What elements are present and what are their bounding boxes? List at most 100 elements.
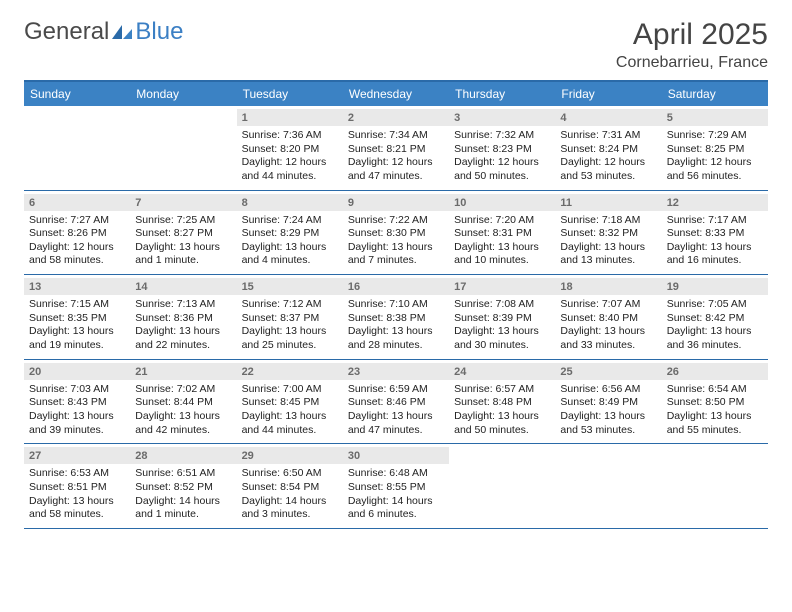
daylight-line: Daylight: 13 hours and 4 minutes. xyxy=(242,241,338,268)
daylight-line: Daylight: 13 hours and 55 minutes. xyxy=(667,410,763,437)
day-number: 6 xyxy=(29,197,35,209)
daynum-band: 21 xyxy=(130,363,236,380)
daylight-line: Daylight: 14 hours and 3 minutes. xyxy=(242,495,338,522)
daylight-line: Daylight: 13 hours and 42 minutes. xyxy=(135,410,231,437)
dow-tuesday: Tuesday xyxy=(237,82,343,106)
day-number: 16 xyxy=(348,281,360,293)
daylight-line: Daylight: 13 hours and 44 minutes. xyxy=(242,410,338,437)
daynum-band: 30 xyxy=(343,447,449,464)
day-cell: 19Sunrise: 7:05 AMSunset: 8:42 PMDayligh… xyxy=(662,275,768,359)
daylight-line: Daylight: 12 hours and 53 minutes. xyxy=(560,156,656,183)
sunrise-line: Sunrise: 7:25 AM xyxy=(135,214,231,228)
day-number: 30 xyxy=(348,450,360,462)
daylight-line: Daylight: 12 hours and 47 minutes. xyxy=(348,156,444,183)
sunrise-line: Sunrise: 6:59 AM xyxy=(348,383,444,397)
daynum-band: 17 xyxy=(449,278,555,295)
day-cell: 29Sunrise: 6:50 AMSunset: 8:54 PMDayligh… xyxy=(237,444,343,528)
sunrise-line: Sunrise: 6:56 AM xyxy=(560,383,656,397)
sunset-line: Sunset: 8:36 PM xyxy=(135,312,231,326)
daylight-line: Daylight: 14 hours and 1 minute. xyxy=(135,495,231,522)
day-cell: 30Sunrise: 6:48 AMSunset: 8:55 PMDayligh… xyxy=(343,444,449,528)
sunrise-line: Sunrise: 7:34 AM xyxy=(348,129,444,143)
sunset-line: Sunset: 8:38 PM xyxy=(348,312,444,326)
day-cell: 26 Sunrise: 6:54 AMSunset: 8:50 PMDayligh… xyxy=(662,360,768,444)
sunset-line: Sunset: 8:50 PM xyxy=(667,396,763,410)
daynum-band: 15 xyxy=(237,278,343,295)
empty-cell xyxy=(130,106,236,190)
sunset-line: Sunset: 8:49 PM xyxy=(560,396,656,410)
dow-sunday: Sunday xyxy=(24,82,130,106)
daynum-band: 25 xyxy=(555,363,661,380)
daynum-band: 9 xyxy=(343,194,449,211)
sunset-line: Sunset: 8:55 PM xyxy=(348,481,444,495)
daylight-line: Daylight: 13 hours and 28 minutes. xyxy=(348,325,444,352)
sunrise-line: Sunrise: 7:03 AM xyxy=(29,383,125,397)
sunrise-line: Sunrise: 7:31 AM xyxy=(560,129,656,143)
sunrise-line: Sunrise: 7:00 AM xyxy=(242,383,338,397)
sunrise-line: Sunrise: 6:57 AM xyxy=(454,383,550,397)
dow-wednesday: Wednesday xyxy=(343,82,449,106)
sunset-line: Sunset: 8:33 PM xyxy=(667,227,763,241)
day-number: 7 xyxy=(135,197,141,209)
sunset-line: Sunset: 8:43 PM xyxy=(29,396,125,410)
day-cell: 6Sunrise: 7:27 AMSunset: 8:26 PMDaylight… xyxy=(24,191,130,275)
sunrise-line: Sunrise: 7:05 AM xyxy=(667,298,763,312)
sunrise-line: Sunrise: 7:18 AM xyxy=(560,214,656,228)
sunrise-line: Sunrise: 7:20 AM xyxy=(454,214,550,228)
daylight-line: Daylight: 13 hours and 33 minutes. xyxy=(560,325,656,352)
daylight-line: Daylight: 13 hours and 1 minute. xyxy=(135,241,231,268)
sunrise-line: Sunrise: 7:24 AM xyxy=(242,214,338,228)
sunrise-line: Sunrise: 7:15 AM xyxy=(29,298,125,312)
daynum-band: 3 xyxy=(449,109,555,126)
day-number: 9 xyxy=(348,197,354,209)
daynum-band: 5 xyxy=(662,109,768,126)
logo-text-right: Blue xyxy=(135,18,183,46)
day-cell: 14Sunrise: 7:13 AMSunset: 8:36 PMDayligh… xyxy=(130,275,236,359)
daylight-line: Daylight: 13 hours and 19 minutes. xyxy=(29,325,125,352)
day-cell: 25Sunrise: 6:56 AMSunset: 8:49 PMDayligh… xyxy=(555,360,661,444)
daynum-band: 16 xyxy=(343,278,449,295)
sunset-line: Sunset: 8:26 PM xyxy=(29,227,125,241)
sunset-line: Sunset: 8:35 PM xyxy=(29,312,125,326)
day-number: 2 xyxy=(348,112,354,124)
day-number: 26 xyxy=(667,366,679,378)
empty-cell xyxy=(555,444,661,528)
day-number: 24 xyxy=(454,366,466,378)
day-cell: 27Sunrise: 6:53 AMSunset: 8:51 PMDayligh… xyxy=(24,444,130,528)
daynum-band: 10 xyxy=(449,194,555,211)
sunrise-line: Sunrise: 7:29 AM xyxy=(667,129,763,143)
day-cell: 12Sunrise: 7:17 AMSunset: 8:33 PMDayligh… xyxy=(662,191,768,275)
logo-text-left: General xyxy=(24,18,109,46)
daynum-band: 11 xyxy=(555,194,661,211)
day-number: 25 xyxy=(560,366,572,378)
sunset-line: Sunset: 8:39 PM xyxy=(454,312,550,326)
page-title: April 2025 xyxy=(616,18,768,52)
dow-monday: Monday xyxy=(130,82,236,106)
sunset-line: Sunset: 8:52 PM xyxy=(135,481,231,495)
daynum-band: 28 xyxy=(130,447,236,464)
calendar: SundayMondayTuesdayWednesdayThursdayFrid… xyxy=(24,82,768,529)
day-cell: 17Sunrise: 7:08 AMSunset: 8:39 PMDayligh… xyxy=(449,275,555,359)
day-number: 5 xyxy=(667,112,673,124)
daylight-line: Daylight: 13 hours and 50 minutes. xyxy=(454,410,550,437)
weeks-container: 1Sunrise: 7:36 AMSunset: 8:20 PMDaylight… xyxy=(24,106,768,529)
day-number: 4 xyxy=(560,112,566,124)
daylight-line: Daylight: 13 hours and 7 minutes. xyxy=(348,241,444,268)
sunset-line: Sunset: 8:45 PM xyxy=(242,396,338,410)
sunrise-line: Sunrise: 6:54 AM xyxy=(667,383,763,397)
dow-thursday: Thursday xyxy=(449,82,555,106)
sunrise-line: Sunrise: 6:48 AM xyxy=(348,467,444,481)
daylight-line: Daylight: 13 hours and 47 minutes. xyxy=(348,410,444,437)
day-number: 19 xyxy=(667,281,679,293)
sunrise-line: Sunrise: 7:08 AM xyxy=(454,298,550,312)
day-number: 18 xyxy=(560,281,572,293)
daynum-band: 8 xyxy=(237,194,343,211)
sunrise-line: Sunrise: 7:22 AM xyxy=(348,214,444,228)
day-number: 3 xyxy=(454,112,460,124)
sunset-line: Sunset: 8:48 PM xyxy=(454,396,550,410)
empty-cell xyxy=(449,444,555,528)
daynum-band: 26 xyxy=(662,363,768,380)
day-cell: 9Sunrise: 7:22 AMSunset: 8:30 PMDaylight… xyxy=(343,191,449,275)
location: Cornebarrieu, France xyxy=(616,54,768,72)
day-number: 8 xyxy=(242,197,248,209)
